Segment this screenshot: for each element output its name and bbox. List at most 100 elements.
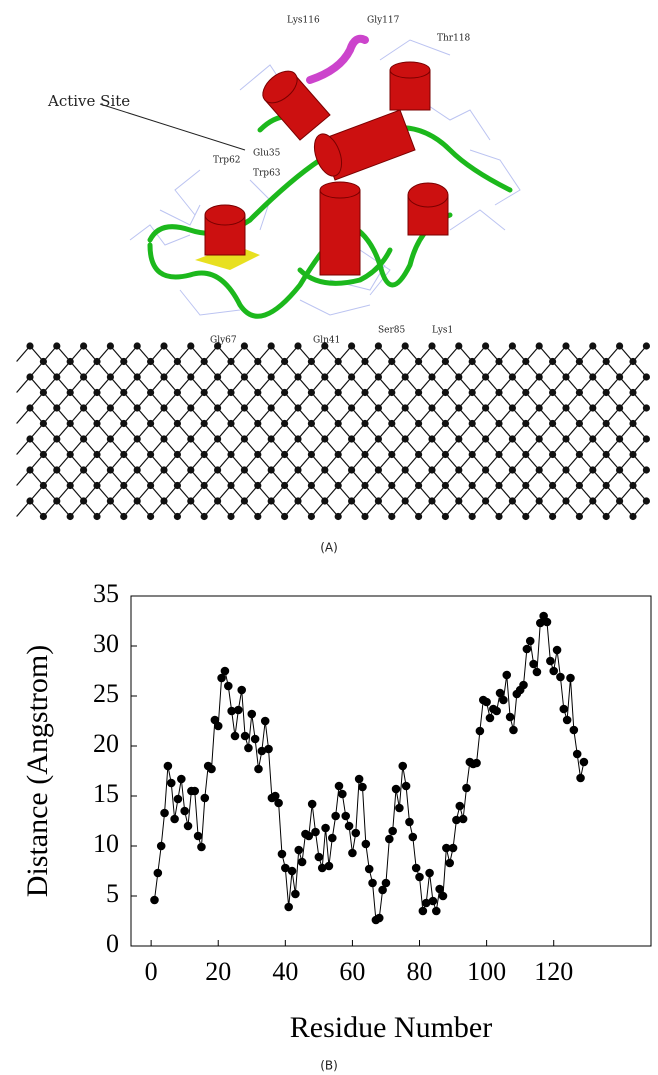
y-tick-label: 25 xyxy=(93,679,119,708)
y-tick-label: 5 xyxy=(106,879,119,908)
point xyxy=(532,667,542,677)
atom xyxy=(616,497,624,505)
point xyxy=(274,798,283,808)
atom xyxy=(549,450,557,459)
atom xyxy=(508,404,516,412)
atom xyxy=(616,373,624,381)
atom xyxy=(616,435,624,443)
atom xyxy=(26,466,34,474)
point xyxy=(180,806,189,816)
atom xyxy=(334,512,342,521)
atom xyxy=(267,342,275,350)
y-tick-label: 10 xyxy=(93,829,119,858)
atom xyxy=(508,373,516,381)
point xyxy=(264,744,273,754)
atom xyxy=(535,342,543,350)
atom xyxy=(294,435,302,443)
atom xyxy=(428,404,436,412)
point xyxy=(368,878,377,888)
atom xyxy=(147,481,155,490)
point xyxy=(438,891,448,901)
atom xyxy=(348,435,356,443)
point xyxy=(341,811,351,821)
atom xyxy=(93,481,101,490)
atom xyxy=(495,388,503,397)
y-tick-label: 15 xyxy=(93,779,119,808)
y-tick-label: 0 xyxy=(106,929,119,958)
atom xyxy=(415,450,423,459)
atom xyxy=(173,450,181,459)
atom xyxy=(401,404,409,412)
point xyxy=(291,889,300,899)
point xyxy=(348,848,357,858)
atom xyxy=(508,497,516,505)
atom xyxy=(468,419,476,428)
point xyxy=(153,868,163,878)
residue-label: Gly67 xyxy=(210,336,237,346)
point xyxy=(495,688,505,698)
point xyxy=(475,726,485,736)
atom xyxy=(200,419,208,428)
atom xyxy=(441,419,449,428)
atom xyxy=(388,388,396,397)
point xyxy=(200,793,210,803)
atom xyxy=(562,373,570,381)
caption: (A) xyxy=(320,541,338,555)
atom xyxy=(214,404,222,412)
residue-label: Lys1 xyxy=(432,326,453,336)
point xyxy=(270,791,280,801)
atom xyxy=(53,404,61,412)
atom xyxy=(401,373,409,381)
atom xyxy=(53,373,61,381)
atom xyxy=(160,342,168,350)
atom xyxy=(66,388,74,397)
point xyxy=(287,866,297,876)
atom xyxy=(227,481,235,490)
atom xyxy=(120,388,128,397)
atom xyxy=(374,342,382,350)
atom xyxy=(495,481,503,490)
atom xyxy=(240,435,248,443)
atom xyxy=(147,388,155,397)
atom xyxy=(616,404,624,412)
atom xyxy=(495,512,503,521)
point xyxy=(405,817,414,827)
point xyxy=(213,721,223,731)
atom xyxy=(629,481,637,490)
atom xyxy=(200,481,208,490)
point xyxy=(378,885,387,895)
atom xyxy=(321,404,329,412)
atom xyxy=(240,466,248,474)
point xyxy=(338,789,347,799)
atom xyxy=(562,404,570,412)
helices xyxy=(204,61,449,276)
atom xyxy=(522,481,530,490)
atom xyxy=(361,512,369,521)
point xyxy=(546,656,555,666)
point xyxy=(281,863,290,873)
atom xyxy=(589,435,597,443)
atom xyxy=(120,450,128,459)
atom xyxy=(294,497,302,505)
atom xyxy=(93,512,101,521)
atom xyxy=(281,388,289,397)
atom xyxy=(522,450,530,459)
atom xyxy=(616,466,624,474)
atom xyxy=(240,342,248,350)
atom xyxy=(39,481,48,490)
atom xyxy=(348,342,356,350)
atom xyxy=(468,512,476,521)
atom xyxy=(133,497,141,505)
point xyxy=(374,913,384,923)
x-tick-label: 20 xyxy=(205,957,231,986)
point xyxy=(509,725,518,735)
point xyxy=(197,842,206,852)
atom xyxy=(602,512,610,521)
atom xyxy=(415,388,423,397)
atom xyxy=(26,342,34,350)
atom xyxy=(321,497,329,505)
atom xyxy=(602,419,610,428)
atom xyxy=(468,388,476,397)
point xyxy=(183,821,193,831)
atom xyxy=(66,357,74,366)
